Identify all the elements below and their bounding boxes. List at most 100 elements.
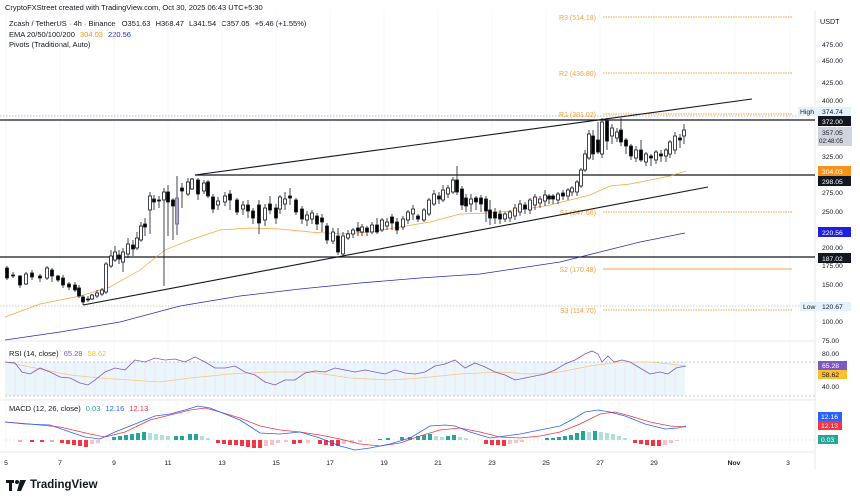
pivot-r2-label: R2 (436.80) [559, 71, 596, 78]
pivot-s3-label: S3 (114.70) [560, 308, 596, 315]
macd-signal-value: 12.13 [129, 404, 149, 413]
tradingview-brand: TradingView [30, 479, 98, 491]
macd-line [4, 405, 687, 451]
macd-signal-tag: 12.13 [821, 423, 838, 430]
ohlc-low: L341.54 [189, 19, 217, 28]
svg-text:21: 21 [434, 460, 442, 467]
svg-text:80.00: 80.00 [822, 351, 839, 358]
macd-signal-line [4, 407, 687, 447]
svg-text:75.00: 75.00 [822, 338, 839, 345]
svg-text:9: 9 [112, 460, 116, 467]
ema100-line [4, 170, 687, 318]
svg-text:15: 15 [272, 460, 280, 467]
ema-label: EMA 20/50/100/200 [9, 29, 75, 39]
pivot-r3-label: R3 (514.18) [559, 15, 596, 22]
svg-text:325.00: 325.00 [822, 154, 843, 161]
macd-hist-value: 0.03 [85, 404, 101, 413]
ema200-tag: 220.56 [822, 230, 843, 237]
tradingview-logo[interactable]: TradingView [6, 479, 98, 491]
ohlc-high: H368.47 [155, 19, 184, 28]
price-axis[interactable]: 475.00 450.00 425.00 400.00 325.00 275.0… [822, 42, 843, 326]
low-tag-value: 120.67 [822, 304, 843, 311]
pivot-r1-label: R1 (381.02) [559, 112, 596, 119]
rsi-label: RSI (14, close) [9, 349, 59, 358]
channel-lower-trendline[interactable] [82, 186, 709, 306]
svg-text:Nov: Nov [728, 460, 741, 467]
ema-legend[interactable]: EMA 20/50/100/200 304.03 220.56 [9, 30, 306, 41]
svg-text:400.00: 400.00 [822, 98, 843, 105]
rsi-line [4, 350, 687, 386]
macd-hist-tag: 0.03 [821, 437, 834, 444]
candles [5, 118, 686, 305]
svg-text:27: 27 [596, 460, 604, 467]
svg-text:475.00: 475.00 [822, 42, 843, 49]
high-tag-label-bg [798, 107, 818, 116]
svg-text:200.00: 200.00 [822, 245, 843, 252]
channel-upper-trendline[interactable] [194, 98, 753, 176]
svg-text:425.00: 425.00 [822, 80, 843, 87]
rsi-value: 65.28 [63, 349, 83, 358]
rsi-axis: 75.00 80.00 40.00 [822, 338, 839, 391]
pivot-s1-label: S1 (247.66) [559, 210, 596, 217]
svg-text:175.00: 175.00 [822, 263, 843, 270]
tag-298: 298.05 [822, 179, 843, 186]
rsi-tag: 65.28 [822, 363, 839, 370]
macd-tag: 12.16 [821, 414, 838, 421]
ema100-value: 304.03 [79, 29, 103, 39]
low-tag-label: Low [803, 304, 816, 311]
price-tags: High 374.74 372.00 357.05 02:48:05 304.0… [798, 107, 852, 311]
svg-text:450.00: 450.00 [822, 58, 843, 65]
macd-value: 12.16 [105, 404, 125, 413]
svg-text:40.00: 40.00 [822, 384, 839, 391]
ohlc-open: O351.63 [121, 19, 151, 28]
pivot-lines [603, 16, 792, 311]
ema200-line [4, 232, 686, 341]
macd-signal-tag-bg [818, 421, 842, 430]
macd-histogram [18, 431, 679, 448]
svg-text:3: 3 [786, 460, 790, 467]
pivots-legend[interactable]: Pivots (Traditional, Auto) [9, 40, 91, 49]
high-tag-label: High [800, 109, 814, 116]
countdown-tag: 02:48:05 [819, 138, 844, 145]
svg-text:5: 5 [4, 460, 8, 467]
ohlc-change: +5.46 (+1.55%) [254, 19, 307, 28]
svg-text:17: 17 [326, 460, 334, 467]
svg-text:25: 25 [542, 460, 550, 467]
svg-text:13: 13 [218, 460, 226, 467]
svg-text:275.00: 275.00 [822, 190, 843, 197]
tradingview-logo-icon [6, 479, 26, 491]
svg-text:19: 19 [380, 460, 388, 467]
rsi-legend[interactable]: RSI (14, close) 65.28 58.62 [9, 349, 106, 358]
svg-text:23: 23 [488, 460, 496, 467]
macd-legend[interactable]: MACD (12, 26, close) 0.03 12.16 12.13 [9, 404, 148, 413]
svg-text:7: 7 [58, 460, 62, 467]
rsi-pane: 75.00 80.00 40.00 65.28 58.62 [4, 338, 847, 397]
ema100-tag: 304.03 [822, 169, 843, 176]
svg-text:11: 11 [164, 460, 171, 467]
macd-tag-bg [818, 412, 842, 421]
svg-text:250.00: 250.00 [822, 209, 843, 216]
high-tag-value: 374.74 [822, 109, 843, 116]
svg-text:150.00: 150.00 [822, 282, 843, 289]
rsi-ma-line [4, 361, 687, 383]
rsi-ma-tag: 58.62 [822, 372, 839, 379]
tag-187: 187.02 [822, 256, 843, 263]
ohlc-close: C357.05 [221, 19, 250, 28]
symbol-name: Zcash / TetherUS · 4h · Binance [9, 19, 116, 28]
macd-hist-tag-bg [818, 435, 838, 444]
macd-pane: 12.16 12.13 0.03 [4, 405, 842, 451]
last-price-tag: 357.05 [822, 130, 843, 137]
rsi-ma-tag-bg [818, 370, 847, 379]
tag-372: 372.00 [822, 119, 843, 126]
pivot-s2-label: S2 (170.48) [559, 267, 596, 274]
time-axis[interactable]: 5 7 9 11 13 15 17 19 21 23 25 27 29 Nov … [4, 460, 790, 467]
svg-text:100.00: 100.00 [822, 319, 843, 326]
rsi-ma-value: 58.62 [87, 349, 107, 358]
ema200-value: 220.56 [108, 29, 131, 39]
currency-label: USDT [820, 17, 840, 26]
macd-label: MACD (12, 26, close) [9, 404, 81, 413]
symbol-legend[interactable]: Zcash / TetherUS · 4h · Binance O351.63 … [9, 19, 306, 30]
main-legend: Zcash / TetherUS · 4h · Binance O351.63 … [9, 19, 306, 51]
svg-text:29: 29 [650, 460, 658, 467]
